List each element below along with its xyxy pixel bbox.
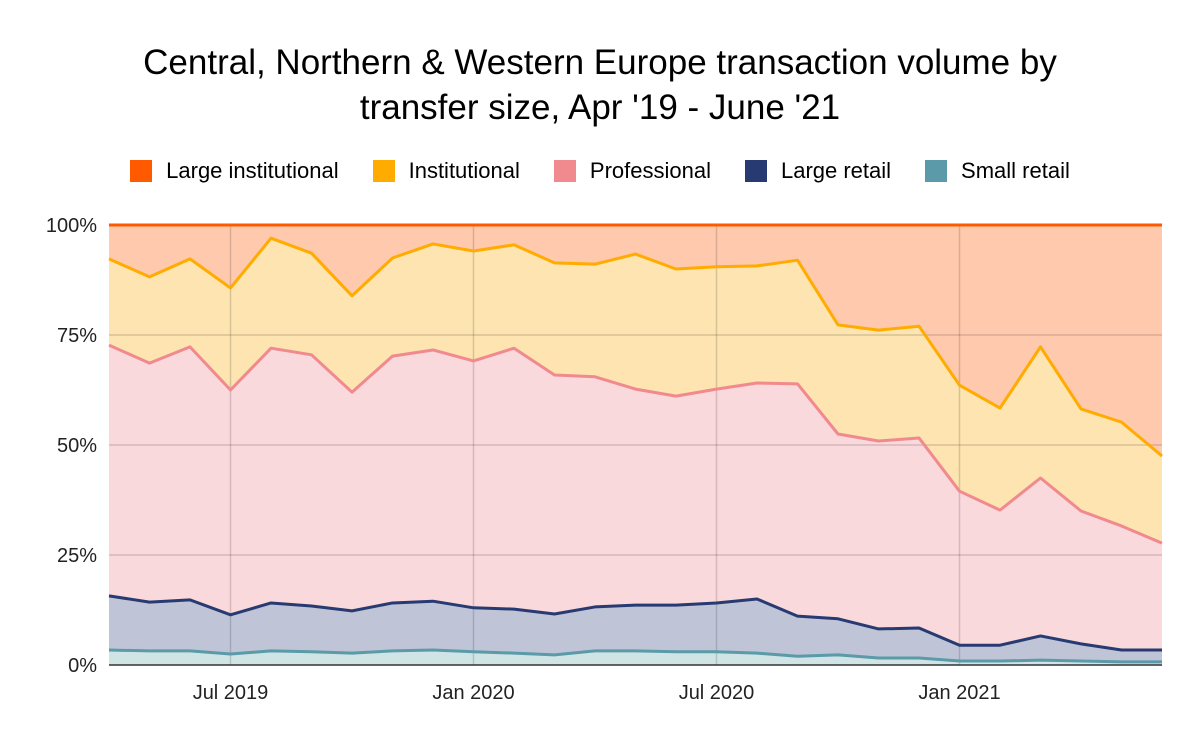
legend-item: Large retail [744,158,892,184]
area-large-retail [109,595,1162,662]
legend-item: Professional [553,158,711,184]
area-institutional [109,238,1162,544]
chart-title-line-1: Central, Northern & Western Europe trans… [143,43,1057,82]
x-tick-label: Jul 2019 [193,682,269,704]
line-large-retail [108,594,1162,652]
legend-item: Institutional [372,158,520,184]
y-tick-label: 50% [57,435,97,457]
line-small-retail [108,648,1162,664]
x-tick-label: Jan 2020 [432,682,514,704]
legend-item: Small retail [925,158,1070,184]
legend-swatch [925,160,948,182]
x-tick-label: Jul 2020 [679,682,755,704]
legend-label: Small retail [961,158,1070,183]
y-tick-label: 0% [68,655,97,677]
chart-title-line-2: transfer size, Apr '19 - June '21 [359,88,841,127]
legend-swatch [130,160,153,182]
y-tick-label: 75% [57,325,97,347]
legend-swatch [553,160,576,182]
line-professional [108,343,1163,545]
legend-label: Institutional [408,158,520,183]
legend-swatch [372,160,395,182]
area-professional [109,345,1162,651]
y-tick-label: 25% [57,545,97,567]
area-large-institutional [109,225,1162,456]
legend-label: Professional [589,158,711,183]
legend-label: Large institutional [166,158,339,183]
y-tick-label: 100% [46,215,97,237]
legend-swatch [744,160,767,182]
line-institutional [108,236,1163,458]
legend-label: Large retail [780,158,892,183]
area-small-retail [109,650,1162,665]
legend-item: Large institutional [130,158,339,184]
chart-title: Central, Northern & Western Europe trans… [0,40,1200,130]
legend: Large institutional Institutional Professi… [0,158,1200,184]
x-tick-label: Jan 2021 [918,682,1000,704]
